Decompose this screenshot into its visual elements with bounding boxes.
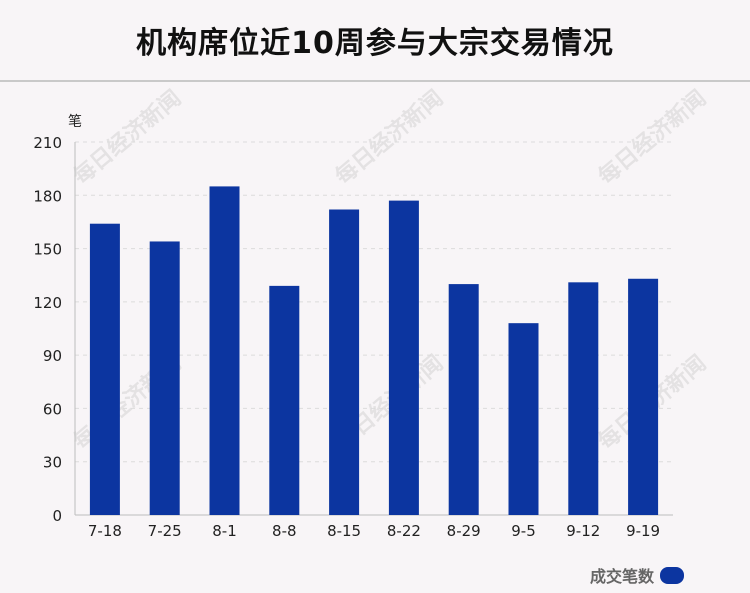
bar	[329, 209, 360, 515]
bar	[388, 200, 419, 515]
x-tick-label: 8-1	[212, 522, 237, 540]
legend: 成交笔数	[590, 563, 684, 587]
y-tick-label: 210	[33, 134, 62, 152]
x-tick-label: 7-18	[88, 522, 122, 540]
legend-swatch	[660, 566, 684, 584]
legend-label: 成交笔数	[589, 567, 654, 586]
x-tick-label: 9-12	[566, 522, 600, 540]
x-tick-label: 8-8	[272, 522, 297, 540]
y-tick-label: 150	[33, 241, 62, 259]
bar	[209, 186, 240, 515]
bar	[149, 241, 180, 515]
y-unit-label: 笔	[68, 114, 82, 130]
chart-title: 机构席位近10周参与大宗交易情况	[136, 26, 614, 61]
y-tick-label: 60	[43, 400, 62, 418]
y-tick-label: 120	[33, 294, 62, 312]
bar	[568, 282, 599, 515]
bar	[448, 284, 479, 515]
y-tick-label: 180	[33, 187, 62, 205]
title-divider	[0, 80, 750, 82]
y-tick-label: 90	[43, 347, 62, 365]
bar	[89, 223, 120, 515]
x-tick-label: 7-25	[148, 522, 182, 540]
bar	[628, 278, 659, 515]
x-tick-label: 9-5	[511, 522, 536, 540]
bar	[269, 285, 300, 515]
x-tick-label: 9-19	[626, 522, 660, 540]
x-tick-label: 8-22	[387, 522, 421, 540]
y-tick-label: 0	[52, 507, 62, 525]
bar	[508, 323, 539, 515]
y-tick-label: 30	[43, 454, 62, 472]
x-tick-label: 8-29	[447, 522, 481, 540]
x-tick-label: 8-15	[327, 522, 361, 540]
